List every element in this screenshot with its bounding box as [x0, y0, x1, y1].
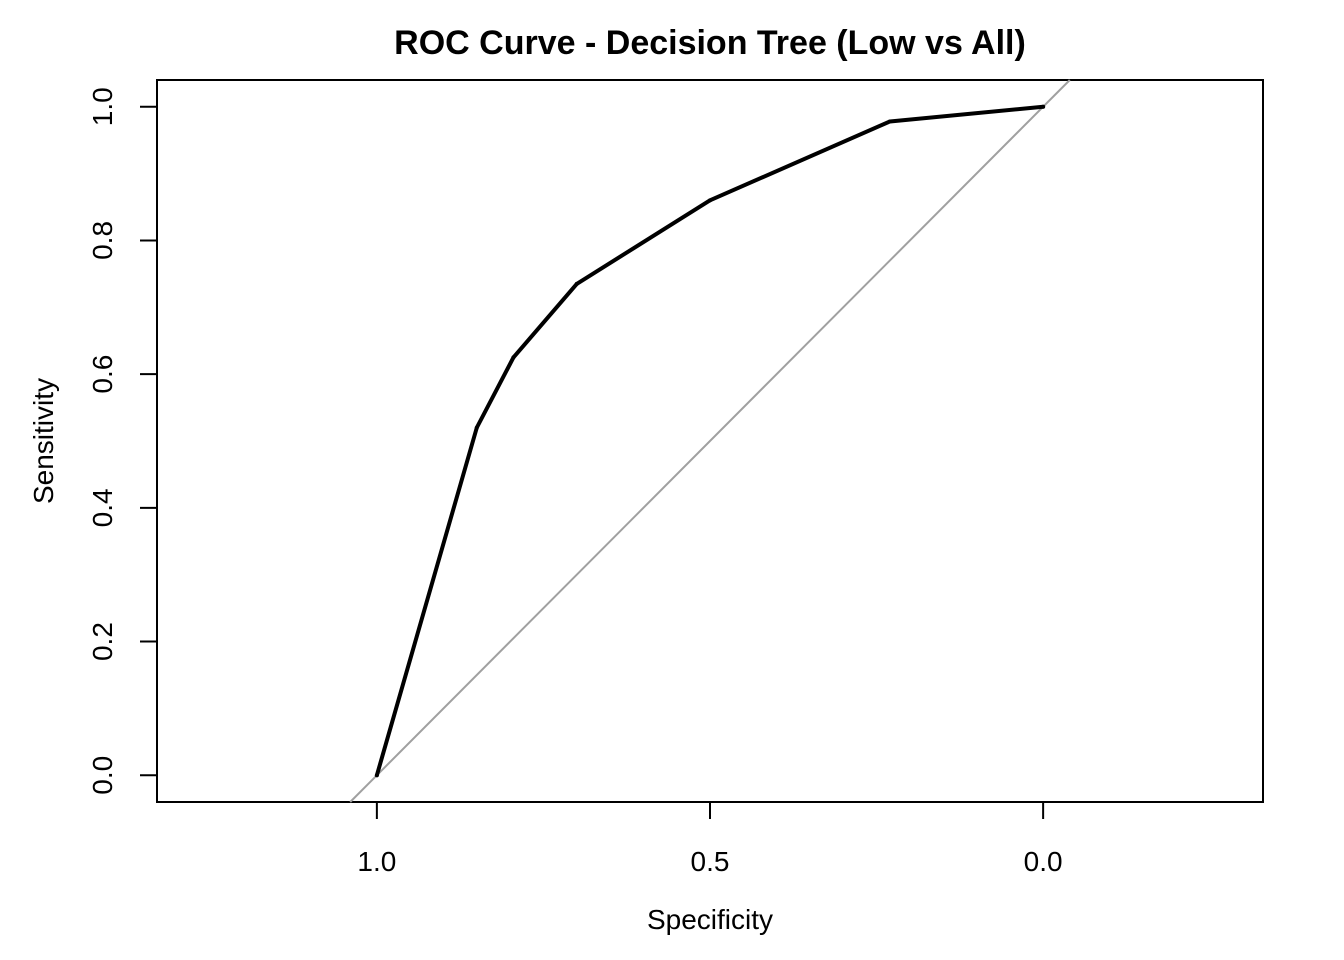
roc-curve-point: [511, 355, 516, 360]
x-axis-label: Specificity: [647, 904, 773, 935]
y-tick-label: 0.8: [87, 221, 118, 260]
reference-diagonal-line: [349, 79, 1071, 803]
x-tick-label: 0.5: [691, 846, 730, 877]
y-tick-label: 0.4: [87, 488, 118, 527]
y-tick-label: 1.0: [87, 87, 118, 126]
roc-curve-point: [887, 119, 892, 124]
roc-curve-point: [708, 198, 712, 203]
x-axis: 1.0 0.5 0.0: [357, 801, 1063, 877]
series-layer: [374, 104, 1046, 778]
reference-layer: [349, 79, 1071, 803]
roc-curve-point: [374, 773, 379, 778]
roc-curve-point: [474, 425, 479, 430]
x-tick-label: 0.0: [1024, 846, 1063, 877]
chart-title: ROC Curve - Decision Tree (Low vs All): [394, 24, 1026, 62]
y-axis-label: Sensitivity: [28, 378, 59, 504]
y-tick-label: 0.0: [87, 756, 118, 795]
y-tick-label: 0.6: [87, 355, 118, 394]
y-axis: 0.0 0.2 0.4 0.6 0.8 1.0: [87, 87, 158, 795]
roc-curve-point: [1041, 104, 1046, 109]
x-tick-label: 1.0: [357, 846, 396, 877]
y-tick-label: 0.2: [87, 622, 118, 661]
roc-curve-point: [574, 281, 579, 286]
